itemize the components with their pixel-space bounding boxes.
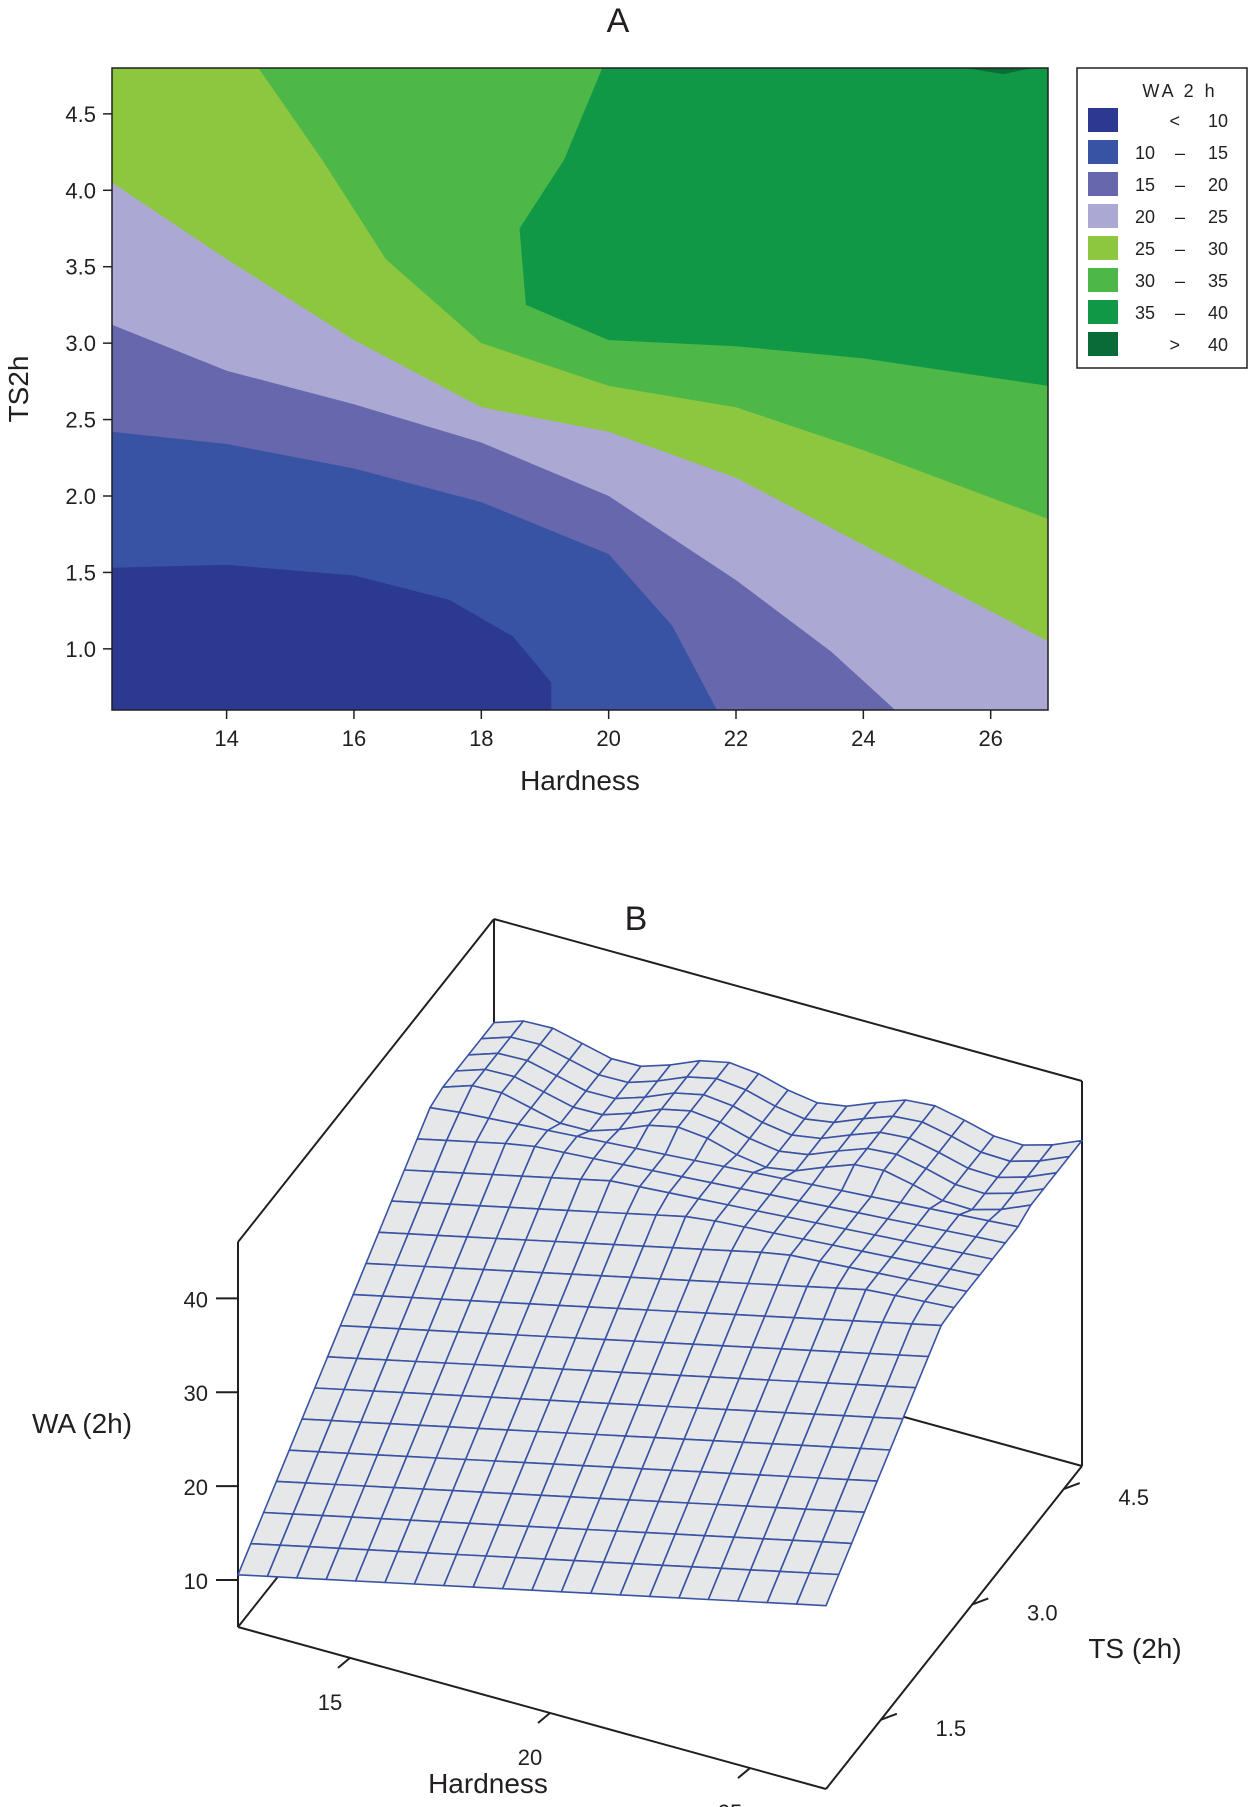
z-tick-label: 30 [184,1381,208,1406]
legend-high: 40 [1208,335,1228,355]
y-tick-label-3d: 1.5 [936,1716,967,1741]
x-tick-label: 14 [214,726,238,751]
x-tick-label: 18 [469,726,493,751]
surface-mesh [237,1020,1083,1607]
legend-dash: – [1175,143,1185,163]
x-tick-mark-3d [337,1657,351,1669]
legend-swatch [1088,108,1118,132]
x-tick-mark-3d [537,1712,551,1724]
x-tick-label-3d: 20 [518,1745,542,1770]
surface-cell [795,1572,840,1607]
legend-high: 15 [1208,143,1228,163]
box-edge-right [825,1465,1083,1790]
box-edge-top-back [493,918,1083,1082]
legend-high: 40 [1208,303,1228,323]
legend-low: 10 [1135,143,1155,163]
legend-swatch [1088,236,1118,260]
x-tick-mark-3d [737,1767,751,1779]
legend-dash: – [1175,207,1185,227]
y-tick-label-3d: 3.0 [1027,1600,1058,1625]
panel-a-frame [111,67,1049,711]
panel-b-y-label: TS (2h) [1088,1633,1181,1664]
legend-swatch [1088,268,1118,292]
panel-a-y-ticks: 1.0 1.5 2.0 2.5 3.0 3.5 4.0 4.5 [65,102,112,662]
band-above-35 [519,68,1048,386]
x-tick-label: 16 [342,726,366,751]
legend-low: 15 [1135,175,1155,195]
x-tick-label: 20 [596,726,620,751]
x-tick-label: 26 [978,726,1002,751]
legend-swatch [1088,332,1118,356]
legend-swatch [1088,140,1118,164]
panel-b-title: B [625,900,648,938]
legend-swatch [1088,204,1118,228]
legend-high: 10 [1208,111,1228,131]
x-tick-label: 24 [851,726,875,751]
x-tick-label-3d: 15 [318,1690,342,1715]
y-tick-label: 4.0 [65,178,96,203]
y-tick-label-3d: 4.5 [1118,1485,1149,1510]
y-tick-mark-3d [971,1597,989,1606]
y-tick-label: 1.0 [65,637,96,662]
y-tick-label: 3.0 [65,331,96,356]
y-tick-mark-3d [1063,1482,1081,1491]
panel-a-x-label: Hardness [520,765,640,796]
legend-high: 35 [1208,271,1228,291]
legend-high: 30 [1208,239,1228,259]
legend-operator: < [1169,111,1180,131]
legend-swatch [1088,172,1118,196]
y-tick-mark-3d [880,1712,898,1721]
legend-low: 25 [1135,239,1155,259]
y-tick-label: 2.5 [65,408,96,433]
panel-b-ticks: 102030401520250.01.53.04.5 [184,1287,1149,1807]
legend-swatch [1088,300,1118,324]
legend-operator: > [1169,335,1180,355]
y-tick-label: 3.5 [65,255,96,280]
legend-high: 25 [1208,207,1228,227]
panel-b-x-label: Hardness [428,1768,548,1799]
panel-a-x-ticks: 14 16 18 20 22 24 26 [214,710,1003,751]
box-edge-front [237,1626,827,1790]
z-tick-label: 20 [184,1475,208,1500]
legend-dash: – [1175,271,1185,291]
panel-a-y-label: TS2h [3,356,34,423]
panel-b-z-label: WA (2h) [32,1408,132,1439]
panel-a-title: A [607,2,630,40]
legend-dash: – [1175,303,1185,323]
legend-high: 20 [1208,175,1228,195]
z-tick-label: 40 [184,1287,208,1312]
legend-title: WA 2 h [1142,81,1217,101]
legend-dash: – [1175,239,1185,259]
contour-plot [112,68,1048,710]
y-tick-label: 1.5 [65,560,96,585]
band-above-40 [965,68,1033,75]
legend: WA 2 h <1010–1515–2020–2525–3030–3535–40… [1076,67,1248,369]
x-tick-label: 22 [724,726,748,751]
y-tick-label: 2.0 [65,484,96,509]
legend-low: 35 [1135,303,1155,323]
legend-low: 20 [1135,207,1155,227]
z-tick-label: 10 [184,1569,208,1594]
legend-dash: – [1175,175,1185,195]
box-edge-top-left [237,918,495,1243]
legend-low: 30 [1135,271,1155,291]
y-tick-label: 4.5 [65,102,96,127]
x-tick-label-3d: 25 [718,1800,742,1807]
